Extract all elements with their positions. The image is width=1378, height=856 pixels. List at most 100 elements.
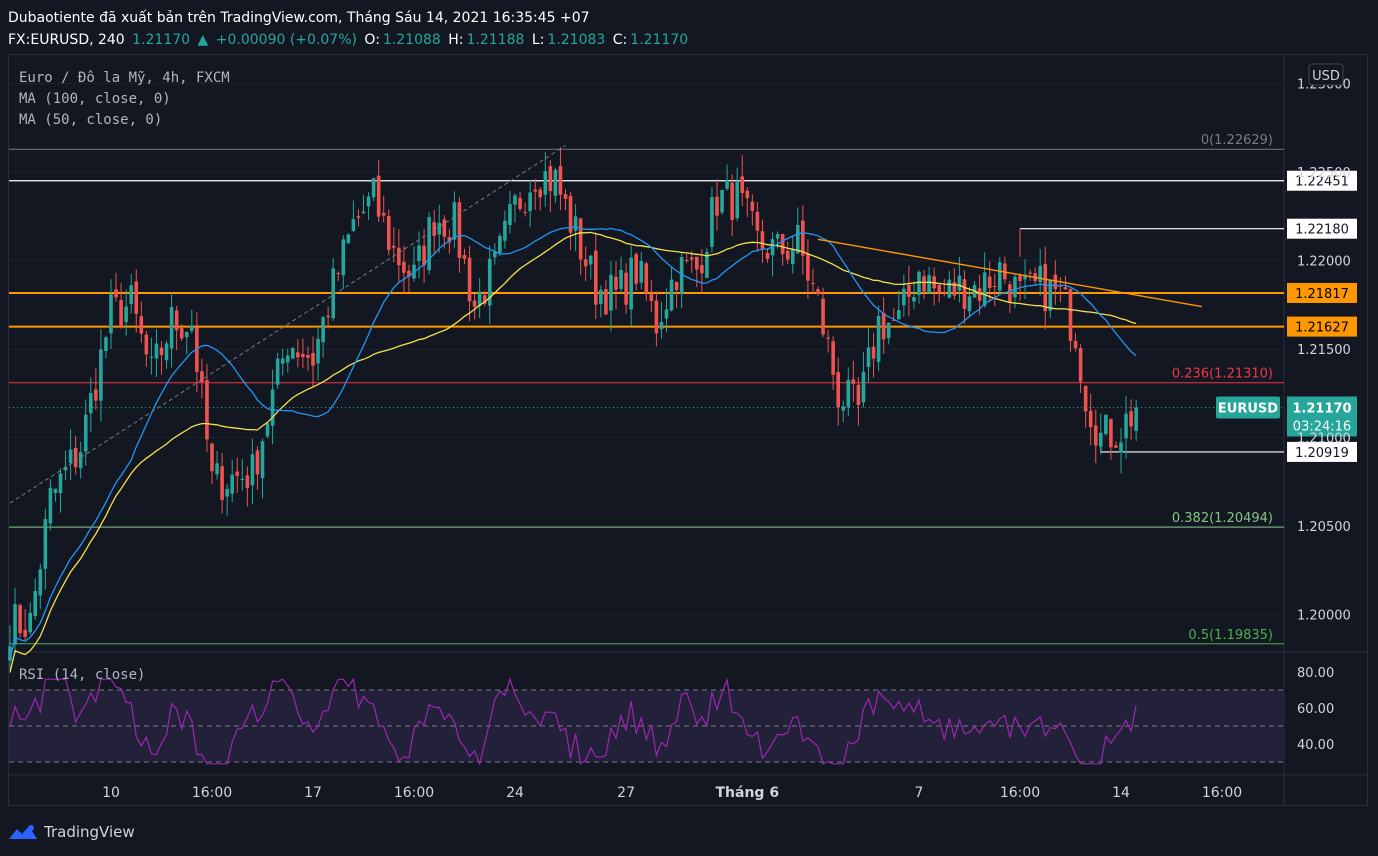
candle-body[interactable] xyxy=(427,217,431,271)
candle[interactable] xyxy=(265,422,270,439)
candle[interactable] xyxy=(760,219,765,263)
candle[interactable] xyxy=(437,204,442,253)
candle-body[interactable] xyxy=(866,347,871,367)
candle[interactable] xyxy=(998,256,1002,295)
candle-body[interactable] xyxy=(265,423,270,437)
candle[interactable] xyxy=(902,274,906,317)
candle[interactable] xyxy=(1124,396,1128,459)
candle-body[interactable] xyxy=(886,322,891,339)
candle-body[interactable] xyxy=(826,337,830,339)
candle[interactable] xyxy=(523,202,527,217)
candle-body[interactable] xyxy=(796,225,800,254)
candle[interactable] xyxy=(89,377,93,433)
candle[interactable] xyxy=(770,231,775,277)
candle[interactable] xyxy=(104,335,108,359)
candle-body[interactable] xyxy=(558,166,563,195)
candle[interactable] xyxy=(270,369,275,445)
candle[interactable] xyxy=(43,508,48,590)
candle[interactable] xyxy=(33,578,38,620)
candle-body[interactable] xyxy=(407,270,411,277)
candle-body[interactable] xyxy=(684,259,689,261)
candle-body[interactable] xyxy=(225,488,229,497)
candle[interactable] xyxy=(366,192,371,221)
candle-body[interactable] xyxy=(740,176,745,194)
candle-body[interactable] xyxy=(705,251,709,278)
candle[interactable] xyxy=(503,210,507,249)
candle-body[interactable] xyxy=(240,478,245,481)
candle-body[interactable] xyxy=(821,298,825,335)
candle[interactable] xyxy=(912,281,916,310)
candle[interactable] xyxy=(498,233,502,257)
candle-body[interactable] xyxy=(604,289,608,315)
candle[interactable] xyxy=(144,330,149,367)
candle[interactable] xyxy=(154,329,159,378)
candle-body[interactable] xyxy=(83,414,88,452)
candle[interactable] xyxy=(361,194,366,214)
candle-body[interactable] xyxy=(1048,279,1053,311)
candle-body[interactable] xyxy=(578,218,583,260)
candle[interactable] xyxy=(917,269,921,304)
candle[interactable] xyxy=(700,248,704,294)
candle-body[interactable] xyxy=(750,201,755,211)
candle-body[interactable] xyxy=(669,279,674,311)
candle[interactable] xyxy=(285,348,290,373)
candle-body[interactable] xyxy=(422,245,426,266)
candle-body[interactable] xyxy=(927,275,931,294)
candle-body[interactable] xyxy=(902,288,906,306)
candle[interactable] xyxy=(210,442,214,485)
candle-body[interactable] xyxy=(331,268,335,319)
candle[interactable] xyxy=(457,197,462,273)
candle[interactable] xyxy=(230,459,234,503)
candle[interactable] xyxy=(8,625,12,670)
candle-body[interactable] xyxy=(119,300,123,327)
candle-body[interactable] xyxy=(275,358,280,385)
candle[interactable] xyxy=(190,309,194,334)
candle-body[interactable] xyxy=(280,358,285,364)
candle[interactable] xyxy=(215,450,219,480)
candle[interactable] xyxy=(669,266,674,312)
candle[interactable] xyxy=(331,257,335,321)
candle[interactable] xyxy=(609,260,613,332)
candle-body[interactable] xyxy=(321,317,325,343)
candle[interactable] xyxy=(806,239,810,299)
candle[interactable] xyxy=(599,285,603,318)
candle-body[interactable] xyxy=(361,211,366,214)
candle-body[interactable] xyxy=(730,182,734,220)
candle[interactable] xyxy=(846,367,851,417)
candle-body[interactable] xyxy=(1043,264,1048,312)
candle-body[interactable] xyxy=(104,337,108,351)
candle-body[interactable] xyxy=(1104,414,1108,435)
candle[interactable] xyxy=(341,235,346,289)
candle[interactable] xyxy=(452,191,457,248)
candle-body[interactable] xyxy=(881,312,886,340)
candle-body[interactable] xyxy=(89,393,93,414)
candle[interactable] xyxy=(568,191,573,251)
candle[interactable] xyxy=(1088,393,1093,446)
candle[interactable] xyxy=(1078,344,1083,393)
candle-body[interactable] xyxy=(179,328,184,339)
candle-body[interactable] xyxy=(402,261,406,273)
candle-body[interactable] xyxy=(23,629,27,637)
candle-body[interactable] xyxy=(513,195,517,205)
candle-body[interactable] xyxy=(1008,284,1012,303)
candle-body[interactable] xyxy=(715,196,719,216)
candle-body[interactable] xyxy=(48,487,53,524)
candle-body[interactable] xyxy=(679,257,684,295)
candle[interactable] xyxy=(826,329,830,353)
candle[interactable] xyxy=(861,351,866,408)
candle[interactable] xyxy=(58,468,63,513)
candle[interactable] xyxy=(1114,441,1118,448)
candle[interactable] xyxy=(422,228,426,283)
candle-body[interactable] xyxy=(63,466,68,471)
candle[interactable] xyxy=(1099,413,1103,455)
candle-body[interactable] xyxy=(149,356,154,358)
candle[interactable] xyxy=(205,364,209,453)
candle-body[interactable] xyxy=(720,189,724,213)
candle-body[interactable] xyxy=(94,389,98,401)
candle-body[interactable] xyxy=(493,251,497,258)
candle[interactable] xyxy=(513,193,517,223)
candle[interactable] xyxy=(715,179,719,231)
candle[interactable] xyxy=(48,479,53,531)
candle[interactable] xyxy=(866,327,871,383)
candle-body[interactable] xyxy=(316,338,320,364)
